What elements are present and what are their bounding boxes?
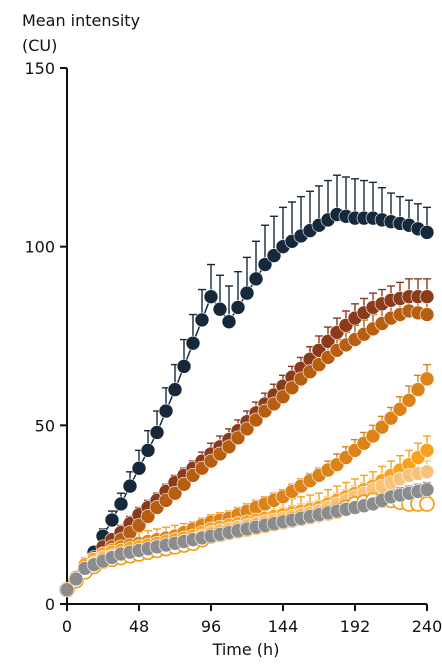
data-point bbox=[149, 425, 165, 440]
y-tick-label: 0 bbox=[45, 595, 55, 614]
data-point bbox=[230, 430, 246, 446]
data-point bbox=[410, 382, 426, 397]
data-point bbox=[158, 403, 174, 419]
x-tick-label: 192 bbox=[340, 617, 371, 636]
data-point bbox=[320, 334, 336, 349]
y-axis-title-line1: Mean intensity bbox=[22, 11, 140, 30]
data-point bbox=[257, 257, 273, 272]
y-tick-label: 150 bbox=[24, 59, 55, 78]
data-point bbox=[122, 478, 138, 494]
y-tick-label: 50 bbox=[35, 416, 55, 435]
y-axis-title-line2: (CU) bbox=[22, 36, 57, 55]
data-point bbox=[68, 571, 84, 587]
data-point bbox=[221, 314, 237, 330]
series-group bbox=[59, 207, 435, 598]
data-point bbox=[230, 300, 246, 315]
x-axis-title: Time (h) bbox=[212, 640, 280, 659]
data-point bbox=[59, 582, 75, 598]
data-point bbox=[401, 393, 417, 408]
data-point bbox=[203, 289, 219, 304]
data-point bbox=[167, 485, 183, 501]
data-point bbox=[248, 412, 264, 428]
data-point bbox=[185, 335, 201, 351]
data-point bbox=[275, 389, 291, 405]
x-tick-label: 0 bbox=[62, 617, 72, 636]
data-point bbox=[365, 428, 381, 444]
data-point bbox=[176, 476, 192, 492]
data-point bbox=[419, 496, 435, 512]
data-point bbox=[176, 359, 192, 374]
data-point bbox=[140, 509, 156, 524]
data-point bbox=[374, 419, 390, 435]
y-tick-label: 100 bbox=[24, 238, 55, 257]
data-point bbox=[194, 312, 210, 328]
x-tick-label: 144 bbox=[268, 617, 299, 636]
data-point bbox=[419, 443, 435, 458]
data-point bbox=[140, 443, 156, 458]
data-point bbox=[131, 518, 147, 533]
data-point bbox=[104, 512, 120, 528]
data-point bbox=[248, 271, 264, 287]
data-point bbox=[131, 460, 147, 476]
data-point bbox=[419, 289, 435, 304]
x-tick-label: 96 bbox=[201, 617, 221, 636]
data-point bbox=[392, 401, 408, 417]
data-point bbox=[113, 496, 129, 512]
data-point bbox=[419, 307, 435, 322]
series-8 bbox=[59, 482, 435, 598]
axis-ticks: 0 50 100 150 0 48 96 144 192 240 bbox=[24, 59, 442, 636]
data-point bbox=[419, 482, 435, 497]
data-point bbox=[419, 225, 435, 240]
data-point bbox=[167, 382, 183, 397]
data-point bbox=[266, 248, 282, 263]
data-point bbox=[239, 421, 255, 437]
data-point bbox=[284, 380, 300, 396]
data-point bbox=[212, 301, 228, 317]
x-tick-label: 240 bbox=[412, 617, 442, 636]
data-point bbox=[419, 371, 435, 387]
data-point bbox=[419, 464, 435, 480]
data-point bbox=[383, 410, 399, 426]
data-point bbox=[239, 285, 255, 301]
x-tick-label: 48 bbox=[129, 617, 149, 636]
data-point bbox=[221, 439, 237, 455]
